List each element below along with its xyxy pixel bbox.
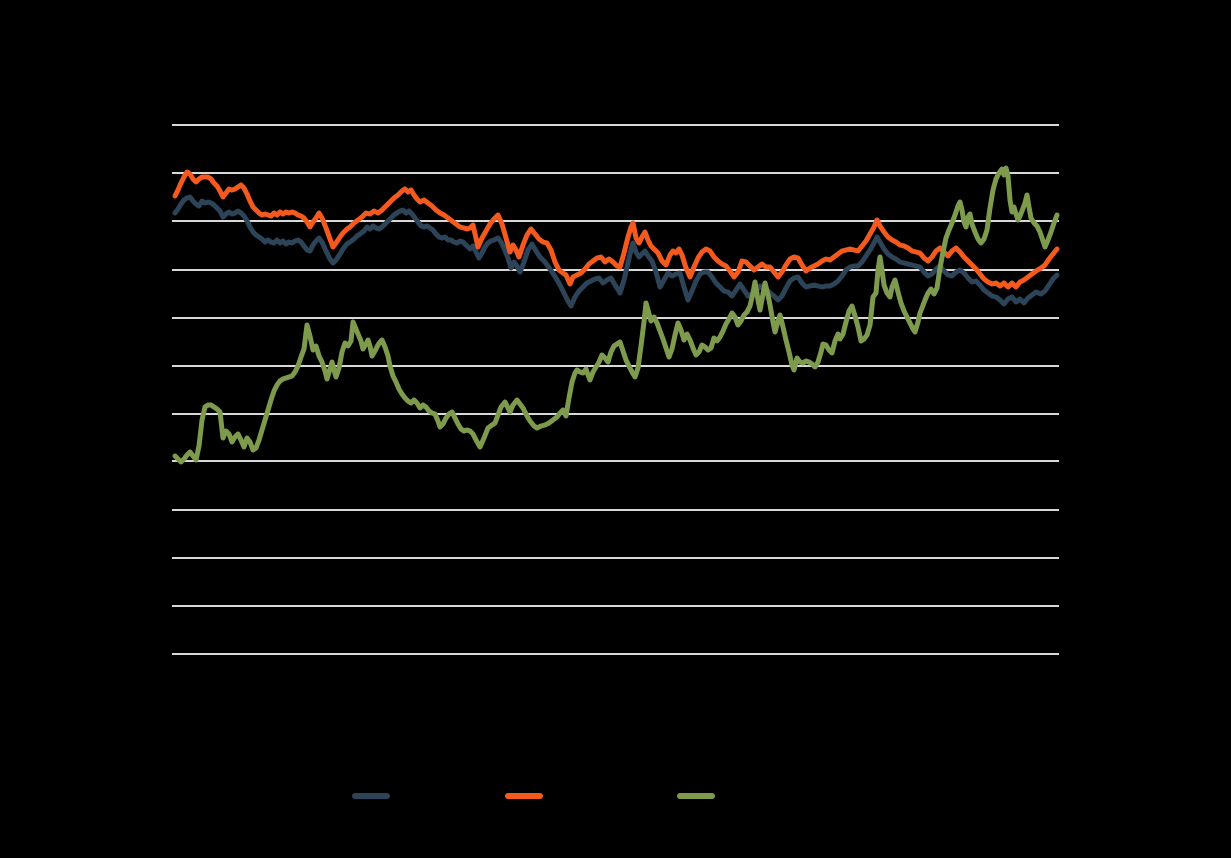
series-orange-line — [172, 169, 1060, 290]
series-navy-line — [172, 194, 1060, 309]
gridlines-group — [172, 124, 1059, 655]
legend-group — [352, 793, 715, 799]
legend-item-olive-swatch — [677, 793, 715, 799]
legend-item-navy-swatch — [352, 793, 390, 799]
legend-item-orange-swatch — [505, 793, 543, 799]
series-group — [172, 165, 1060, 465]
series-olive-line — [172, 165, 1060, 465]
